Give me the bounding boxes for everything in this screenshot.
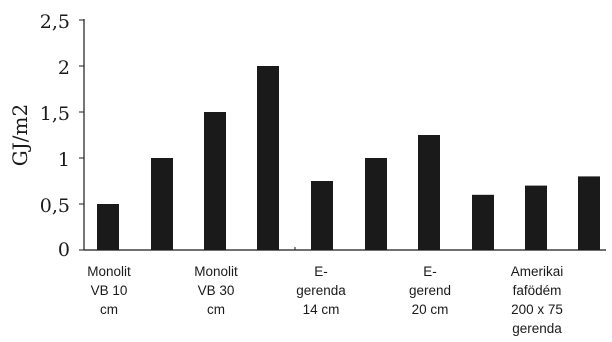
category-label-line: cm — [100, 302, 118, 317]
bar-6 — [365, 158, 387, 250]
bar-5 — [311, 181, 333, 250]
category-label-line: 14 cm — [303, 302, 340, 317]
category-label-line: gerend — [409, 283, 451, 298]
bar-9 — [525, 185, 547, 250]
category-label-line: Monolit — [87, 264, 131, 279]
y-tick-label-2: 2 — [58, 57, 70, 79]
category-label-line: gerenda — [512, 321, 562, 336]
category-label-line: fafödém — [513, 283, 562, 298]
category-label-line: E- — [314, 264, 328, 279]
category-label-monolit-vb-30: Monolit VB 30 cm — [194, 264, 238, 317]
category-label-line: cm — [207, 302, 225, 317]
category-label-e-gerend-20: E-gerend 20 cm — [409, 264, 451, 317]
y-axis-label: GJ/m2 — [8, 104, 32, 166]
category-label-line: 20 cm — [412, 302, 449, 317]
y-tick-label-1-5: 1,5 — [40, 103, 70, 125]
category-label-monolit-vb-10: Monolit VB 10 cm — [87, 264, 131, 317]
bar-7 — [418, 135, 440, 250]
y-tick-label-2-5: 2,5 — [40, 11, 70, 33]
bar-3 — [204, 112, 226, 250]
category-label-line: VB 30 — [198, 283, 235, 298]
category-label-line: gerenda — [296, 283, 346, 298]
bar-1 — [97, 204, 119, 250]
y-tick-label-0-5: 0,5 — [40, 195, 70, 217]
category-label-e-gerenda-14: E-gerenda 14 cm — [296, 264, 346, 317]
bar-8 — [472, 194, 494, 250]
category-label-amerikai-fafodem: Amerikai fafödém 200 x 75 gerenda — [511, 264, 564, 336]
category-label-line: Amerikai — [511, 264, 564, 279]
category-label-line: E- — [423, 264, 437, 279]
category-label-line: 200 x 75 — [511, 302, 563, 317]
bar-4 — [257, 66, 279, 250]
y-tick-label-0: 0 — [58, 239, 70, 261]
bar-2 — [151, 158, 173, 250]
bar-10 — [578, 176, 600, 250]
category-label-line: VB 10 — [91, 283, 128, 298]
category-label-line: Monolit — [194, 264, 238, 279]
y-tick-label-1: 1 — [58, 149, 70, 171]
